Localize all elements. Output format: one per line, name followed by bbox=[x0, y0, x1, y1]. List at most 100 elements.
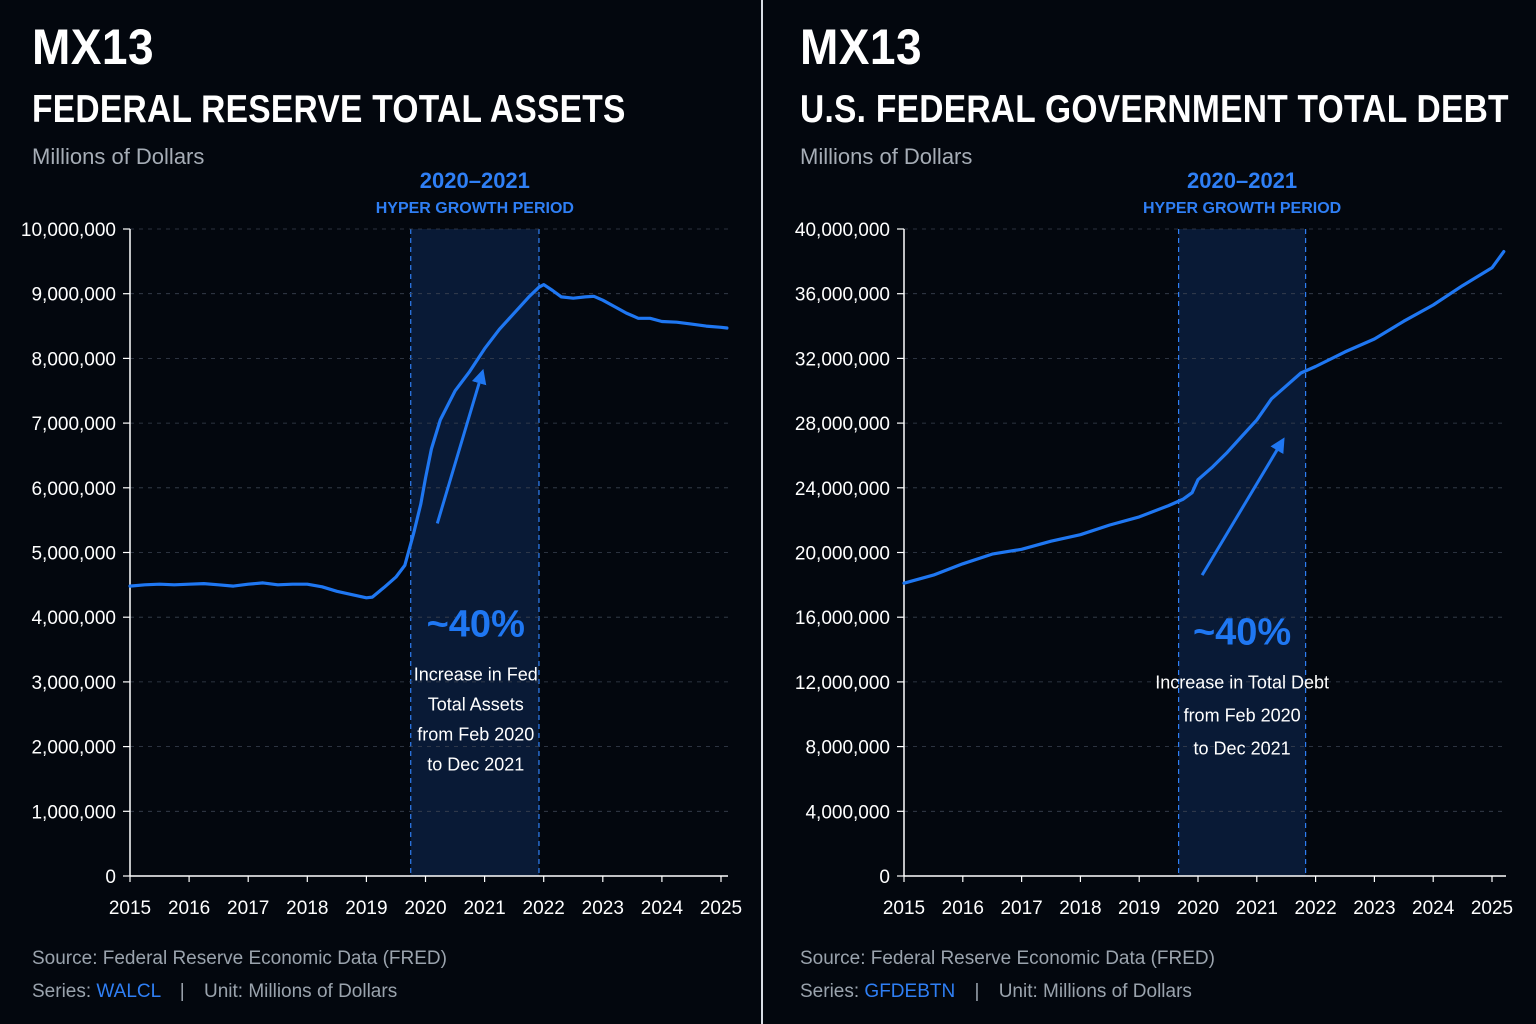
y-tick-label: 36,000,000 bbox=[795, 285, 890, 306]
x-tick-label: 2021 bbox=[463, 898, 505, 919]
data-point bbox=[1196, 478, 1200, 481]
data-point bbox=[128, 584, 132, 588]
brand-label: MX13 bbox=[32, 19, 155, 75]
x-tick-label: 2024 bbox=[641, 898, 684, 919]
band-title: 2020–2021 bbox=[420, 168, 530, 193]
data-point bbox=[1182, 497, 1185, 501]
data-point bbox=[217, 583, 220, 586]
data-point bbox=[1138, 515, 1141, 519]
series-prefix: Series: bbox=[32, 981, 92, 1002]
x-tick-label: 2019 bbox=[1118, 898, 1160, 919]
data-point bbox=[173, 583, 176, 586]
x-tick-label: 2017 bbox=[1000, 898, 1042, 919]
data-point bbox=[320, 585, 324, 588]
annotation-text: from Feb 2020 bbox=[417, 725, 534, 745]
chart-subtitle: Millions of Dollars bbox=[32, 144, 205, 169]
y-tick-label: 0 bbox=[879, 867, 890, 888]
y-tick-label: 1,000,000 bbox=[31, 802, 116, 823]
data-point bbox=[276, 583, 279, 586]
chart-subtitle: Millions of Dollars bbox=[800, 144, 973, 169]
data-point bbox=[551, 289, 554, 292]
data-point bbox=[902, 582, 906, 585]
growth-percent: ~40% bbox=[1193, 612, 1291, 654]
fed-assets-chart: 2020–2021 HYPER GROWTH PERIOD 0 1,000,000 2,… bbox=[21, 168, 742, 919]
data-point bbox=[1079, 533, 1082, 536]
y-tick-label: 16,000,000 bbox=[795, 608, 890, 629]
data-point bbox=[719, 326, 723, 329]
series-prefix: Series: bbox=[800, 981, 860, 1002]
data-point bbox=[637, 317, 640, 320]
data-point bbox=[1432, 303, 1435, 307]
data-point bbox=[592, 295, 596, 298]
y-tick-label: 28,000,000 bbox=[795, 414, 890, 435]
y-tick-label: 10,000,000 bbox=[21, 220, 116, 241]
data-point bbox=[382, 586, 386, 589]
data-point bbox=[675, 321, 678, 324]
y-tick-label: 2,000,000 bbox=[31, 738, 116, 759]
data-point bbox=[424, 476, 427, 480]
data-point bbox=[601, 299, 604, 302]
y-tick-label: 40,000,000 bbox=[795, 220, 890, 241]
data-point bbox=[705, 324, 708, 328]
data-point bbox=[187, 583, 191, 586]
data-point bbox=[419, 502, 422, 506]
data-point bbox=[542, 283, 545, 286]
x-tick-label: 2016 bbox=[942, 898, 984, 919]
data-point bbox=[725, 326, 729, 330]
data-point bbox=[932, 573, 935, 577]
annotation-text: Increase in Total Debt bbox=[1155, 673, 1329, 693]
band-subtitle: HYPER GROWTH PERIOD bbox=[1143, 200, 1341, 217]
hyper-growth-band bbox=[1178, 229, 1306, 876]
x-tick-label: 2022 bbox=[523, 898, 565, 919]
data-point bbox=[537, 286, 541, 289]
data-point bbox=[350, 593, 353, 596]
y-tick-label: 6,000,000 bbox=[31, 479, 116, 500]
x-tick-label: 2023 bbox=[1353, 898, 1395, 919]
data-point bbox=[648, 317, 652, 320]
band-subtitle: HYPER GROWTH PERIOD bbox=[376, 200, 574, 217]
y-tick-label: 20,000,000 bbox=[795, 544, 890, 565]
data-point bbox=[625, 311, 628, 315]
series-separator: | bbox=[974, 981, 980, 1002]
annotation-text: to Dec 2021 bbox=[1194, 739, 1291, 759]
y-tick-label: 0 bbox=[105, 867, 116, 888]
data-point bbox=[335, 590, 339, 593]
data-point bbox=[1167, 504, 1170, 507]
data-point bbox=[394, 575, 398, 579]
y-tick-label: 24,000,000 bbox=[795, 479, 890, 500]
source-note: Source: Federal Reserve Economic Data (F… bbox=[32, 948, 447, 969]
y-tick-label: 3,000,000 bbox=[31, 673, 116, 694]
annotation-text: Increase in Fed bbox=[414, 665, 538, 685]
growth-arrow bbox=[1200, 437, 1285, 576]
x-tick-label: 2017 bbox=[227, 898, 269, 919]
annotation-text: to Dec 2021 bbox=[427, 755, 524, 775]
unit-note: Unit: Millions of Dollars bbox=[998, 981, 1192, 1002]
y-tick-label: 8,000,000 bbox=[31, 349, 116, 370]
federal-debt-chart: 2020–2021 HYPER GROWTH PERIOD 0 4,000,000 8,… bbox=[795, 168, 1513, 919]
brand-label: MX13 bbox=[800, 19, 923, 75]
chart-title: U.S. FEDERAL GOVERNMENT TOTAL DEBT bbox=[800, 88, 1509, 131]
source-note: Source: Federal Reserve Economic Data (F… bbox=[800, 948, 1215, 969]
data-point bbox=[991, 552, 994, 556]
right-panel: MX13 U.S. FEDERAL GOVERNMENT TOTAL DEBT … bbox=[764, 0, 1536, 1024]
data-point bbox=[513, 311, 516, 315]
data-point bbox=[430, 447, 433, 451]
data-point bbox=[1226, 451, 1229, 454]
x-tick-label: 2018 bbox=[286, 898, 328, 919]
x-tick-label: 2023 bbox=[582, 898, 624, 919]
data-point bbox=[560, 295, 563, 299]
data-point bbox=[1190, 491, 1194, 494]
data-point bbox=[291, 583, 294, 586]
y-tick-label: 32,000,000 bbox=[795, 349, 890, 370]
x-tick-label: 2020 bbox=[404, 898, 446, 919]
data-point bbox=[1108, 523, 1111, 527]
data-point bbox=[1049, 540, 1053, 543]
x-tick-label: 2024 bbox=[1412, 898, 1455, 919]
data-point bbox=[583, 295, 587, 299]
y-tick-label: 4,000,000 bbox=[31, 608, 116, 629]
left-panel: MX13 FEDERAL RESERVE TOTAL ASSETS Millio… bbox=[0, 0, 762, 1024]
x-tick-label: 2020 bbox=[1177, 898, 1219, 919]
data-point bbox=[1270, 397, 1273, 400]
y-tick-label: 12,000,000 bbox=[795, 673, 890, 694]
data-point bbox=[613, 305, 616, 308]
